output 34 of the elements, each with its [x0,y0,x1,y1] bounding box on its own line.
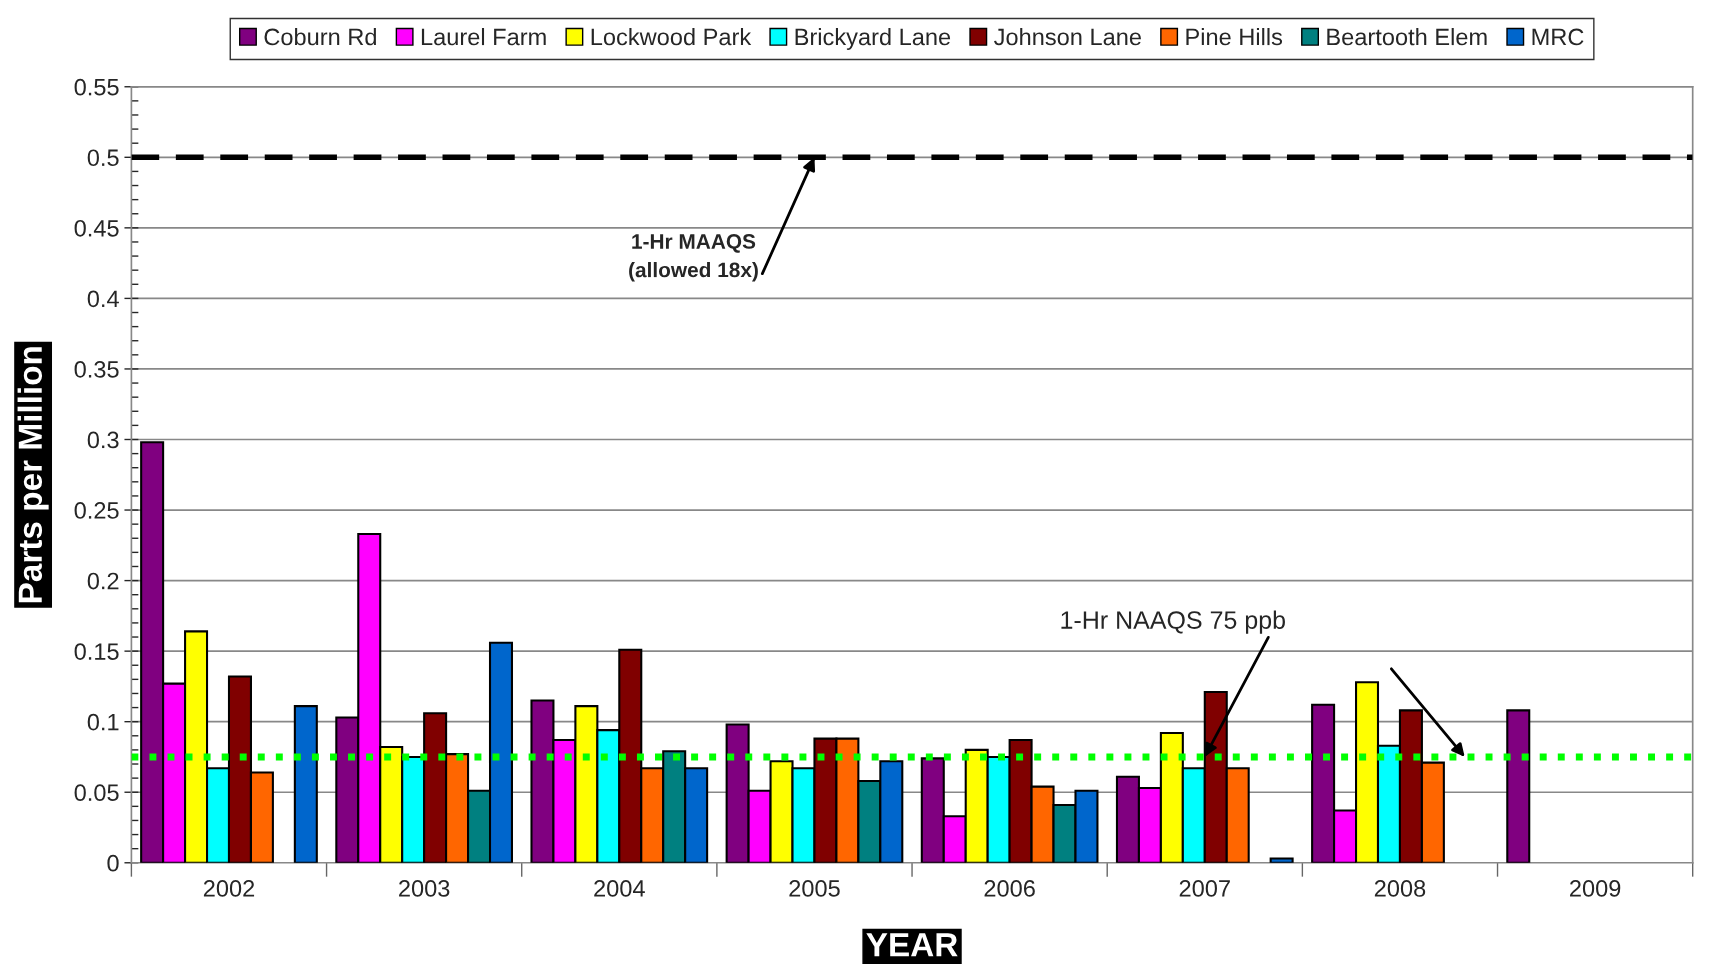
y-tick-label: 0.35 [74,361,119,378]
y-tick-label: 0.2 [87,572,119,590]
bar [293,705,318,863]
legend-label: Laurel Farm [421,27,546,46]
y-tick-label: 0.25 [74,502,119,519]
x-tick-label: 2008 [1374,880,1426,897]
legend-label: Coburn Rd [264,27,376,46]
x-tick-label: 2006 [984,880,1035,897]
y-tick-label: 0.4 [87,290,119,308]
annotation: 1-Hr NAAQS 75 ppb [1061,610,1285,634]
x-tick-label: 2004 [594,880,645,897]
y-tick-label: 0 [107,854,119,872]
x-tick-label: 2002 [203,880,255,897]
x-tick-label: 2009 [1570,880,1621,897]
y-tick-label: 0.3 [87,431,119,449]
legend-label: Beartooth Elem [1327,27,1487,46]
annotation: 1-Hr MAAQS (allowed 18x) [629,234,758,282]
x-axis-title: YEAR [866,933,958,957]
legend-label: Johnson Lane [994,27,1141,46]
y-tick-label: 0.05 [74,784,119,802]
x-tick-label: 2003 [399,880,450,897]
legend-label: Pine Hills [1186,27,1283,46]
y-axis-title: Parts per Million [17,347,49,603]
y-tick-label: 0.1 [87,713,119,731]
y-tick-label: 0.45 [74,219,119,237]
x-tick-label: 2005 [789,880,840,897]
x-tick-label: 2007 [1179,880,1230,897]
y-tick-label: 0.5 [87,149,119,167]
legend-label: MRC [1532,28,1584,46]
bar [1506,709,1531,863]
legend-label: Lockwood Park [591,27,752,46]
y-tick-label: 0.15 [74,643,119,660]
y-tick-label: 0.55 [74,78,119,96]
legend-label: Brickyard Lane [795,27,951,50]
